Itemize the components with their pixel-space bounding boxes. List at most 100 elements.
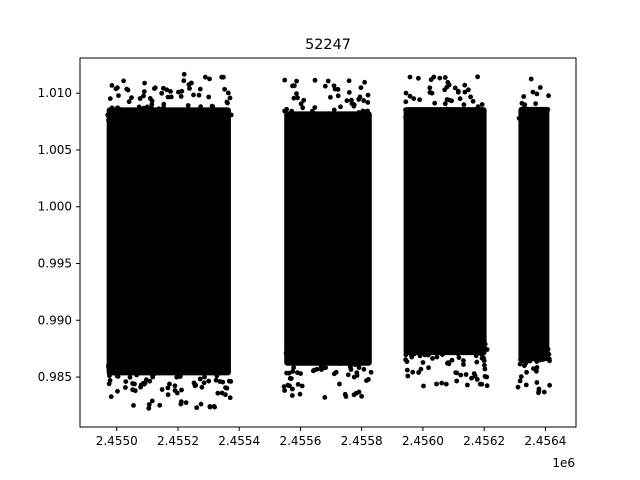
data-point — [434, 354, 440, 360]
data-point — [178, 399, 184, 404]
data-point — [541, 389, 547, 395]
data-point — [437, 75, 443, 81]
data-point — [159, 387, 165, 392]
data-point — [474, 359, 480, 365]
data-point — [183, 400, 189, 406]
data-point — [137, 96, 143, 101]
data-point — [519, 356, 525, 362]
data-point — [179, 387, 184, 393]
data-point — [141, 93, 146, 99]
data-point — [322, 83, 328, 89]
data-point — [537, 113, 542, 119]
data-point — [107, 373, 112, 379]
data-point — [456, 355, 462, 360]
x-tick-label: 2.4558 — [341, 434, 383, 448]
data-point — [431, 74, 437, 80]
data-point — [214, 361, 219, 367]
data-point — [427, 85, 433, 91]
y-tick-label: 1.000 — [38, 200, 72, 214]
data-point — [197, 117, 203, 123]
data-point — [115, 374, 121, 379]
data-point — [224, 116, 230, 122]
data-point — [290, 120, 296, 126]
data-point — [132, 388, 138, 394]
data-point — [418, 366, 424, 372]
data-point — [368, 369, 374, 375]
data-point — [293, 360, 299, 366]
y-tick-label: 1.005 — [38, 143, 72, 157]
data-point — [223, 359, 229, 365]
data-point — [466, 87, 471, 93]
data-point — [440, 345, 446, 351]
data-point — [295, 95, 300, 101]
data-point — [191, 92, 196, 98]
data-point — [225, 100, 230, 106]
data-point — [297, 114, 303, 120]
data-point — [466, 115, 472, 121]
data-point — [127, 374, 133, 380]
data-point — [446, 114, 452, 120]
data-point — [194, 368, 200, 374]
data-point — [310, 368, 316, 374]
data-point — [355, 361, 361, 367]
data-point — [322, 115, 328, 120]
data-point — [156, 106, 162, 112]
data-point — [354, 370, 360, 376]
data-point — [198, 401, 204, 407]
data-point — [145, 359, 150, 365]
data-point — [282, 77, 288, 83]
data-point — [474, 377, 480, 382]
data-point — [444, 84, 450, 90]
data-point — [291, 95, 297, 101]
data-point — [521, 94, 527, 99]
data-point — [141, 381, 147, 387]
data-point — [299, 383, 305, 389]
data-point — [137, 111, 143, 117]
data-point — [351, 103, 357, 109]
data-point — [149, 398, 155, 404]
data-point — [124, 86, 130, 92]
data-point — [197, 86, 203, 92]
data-point — [207, 76, 212, 82]
data-point — [289, 393, 295, 398]
data-point — [466, 340, 471, 346]
data-point — [155, 118, 161, 124]
data-point — [328, 94, 333, 100]
data-point — [405, 373, 411, 379]
data-point — [203, 74, 208, 80]
data-point — [128, 364, 134, 370]
data-point — [463, 372, 469, 377]
data-point — [312, 105, 318, 110]
data-point — [461, 102, 467, 108]
data-point — [403, 90, 409, 96]
data-point — [307, 354, 312, 360]
data-point — [461, 362, 466, 367]
data-point — [322, 358, 327, 363]
data-point — [459, 343, 464, 349]
data-point — [223, 112, 229, 118]
data-point — [517, 361, 523, 367]
data-point — [129, 95, 134, 101]
data-point — [413, 340, 418, 346]
data-point — [325, 78, 331, 84]
data-point — [516, 115, 522, 121]
data-point — [295, 370, 300, 375]
data-point — [312, 77, 318, 83]
data-point — [476, 115, 482, 120]
data-point — [225, 90, 231, 96]
data-point — [481, 355, 486, 361]
data-point — [425, 116, 430, 121]
data-point — [171, 114, 176, 119]
data-point — [337, 361, 343, 366]
data-point — [314, 366, 320, 372]
data-point — [531, 366, 536, 371]
data-point — [300, 105, 306, 111]
data-point — [481, 350, 487, 356]
point-cloud-core — [518, 106, 550, 362]
data-point — [346, 350, 352, 356]
data-point — [123, 385, 128, 390]
data-point — [125, 367, 131, 373]
y-axis: 0.985 0.990 0.995 1.000 1.005 1.010 — [38, 86, 80, 384]
data-point — [459, 117, 465, 122]
data-point — [440, 352, 445, 357]
